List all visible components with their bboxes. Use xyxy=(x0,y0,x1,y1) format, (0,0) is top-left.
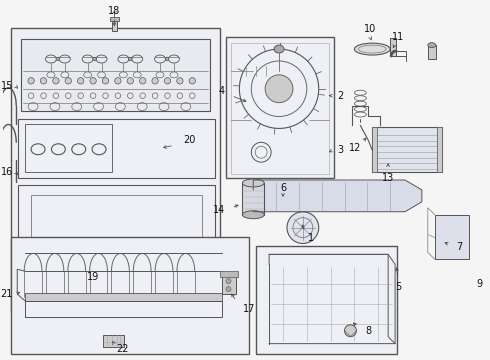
Text: 17: 17 xyxy=(243,304,255,314)
Circle shape xyxy=(102,78,109,84)
Text: 20: 20 xyxy=(184,135,196,145)
Circle shape xyxy=(115,78,121,84)
Bar xyxy=(18,118,215,178)
Ellipse shape xyxy=(243,211,264,219)
Text: 21: 21 xyxy=(0,289,13,299)
Text: 16: 16 xyxy=(1,167,13,177)
Bar xyxy=(220,271,239,277)
Bar xyxy=(256,247,397,354)
Bar xyxy=(428,45,436,59)
Circle shape xyxy=(65,78,72,84)
Polygon shape xyxy=(25,253,221,271)
Circle shape xyxy=(56,57,60,61)
Polygon shape xyxy=(25,301,221,317)
Bar xyxy=(226,37,334,178)
Text: 11: 11 xyxy=(392,32,404,42)
Polygon shape xyxy=(17,269,25,301)
Text: 9: 9 xyxy=(476,279,483,289)
Bar xyxy=(435,215,469,259)
Bar xyxy=(21,39,210,111)
Text: 3: 3 xyxy=(338,145,343,155)
Circle shape xyxy=(128,57,132,61)
Bar xyxy=(112,19,117,31)
Bar xyxy=(110,17,119,21)
Circle shape xyxy=(287,212,318,243)
Ellipse shape xyxy=(243,179,264,187)
Circle shape xyxy=(226,287,231,292)
Circle shape xyxy=(189,78,196,84)
Circle shape xyxy=(53,78,59,84)
Circle shape xyxy=(265,75,293,103)
Circle shape xyxy=(140,78,146,84)
Text: 13: 13 xyxy=(382,173,394,183)
Bar xyxy=(25,293,221,301)
Bar xyxy=(25,125,112,172)
Ellipse shape xyxy=(354,43,390,55)
Text: 14: 14 xyxy=(214,205,226,215)
Text: 1: 1 xyxy=(308,233,314,243)
Bar xyxy=(11,28,220,311)
Circle shape xyxy=(177,78,183,84)
Polygon shape xyxy=(253,180,422,212)
Circle shape xyxy=(164,78,171,84)
Bar xyxy=(11,237,249,354)
Circle shape xyxy=(152,78,158,84)
Text: 10: 10 xyxy=(364,24,376,34)
Bar xyxy=(221,272,236,294)
Circle shape xyxy=(344,325,356,337)
Polygon shape xyxy=(269,255,395,264)
Circle shape xyxy=(40,78,47,84)
Text: 18: 18 xyxy=(108,6,121,17)
Bar xyxy=(18,185,215,304)
Text: 5: 5 xyxy=(395,282,401,292)
Circle shape xyxy=(28,78,34,84)
Circle shape xyxy=(165,57,169,61)
Text: 6: 6 xyxy=(280,183,286,193)
Circle shape xyxy=(127,78,133,84)
Circle shape xyxy=(93,57,97,61)
Circle shape xyxy=(90,78,96,84)
Bar xyxy=(372,127,377,172)
Ellipse shape xyxy=(274,45,284,53)
Text: 2: 2 xyxy=(338,91,343,101)
Bar xyxy=(390,38,396,56)
Bar xyxy=(437,127,441,172)
Text: 7: 7 xyxy=(456,242,463,252)
Ellipse shape xyxy=(428,42,436,48)
Text: 12: 12 xyxy=(349,143,362,153)
Text: 8: 8 xyxy=(365,326,371,336)
Text: 15: 15 xyxy=(1,81,14,91)
Bar xyxy=(31,195,202,294)
Bar xyxy=(102,335,124,347)
Text: 4: 4 xyxy=(219,86,224,96)
Bar xyxy=(243,183,264,215)
Circle shape xyxy=(77,78,84,84)
Circle shape xyxy=(226,279,231,284)
Text: 19: 19 xyxy=(86,272,98,282)
Text: 22: 22 xyxy=(116,343,128,354)
Bar xyxy=(372,127,441,172)
